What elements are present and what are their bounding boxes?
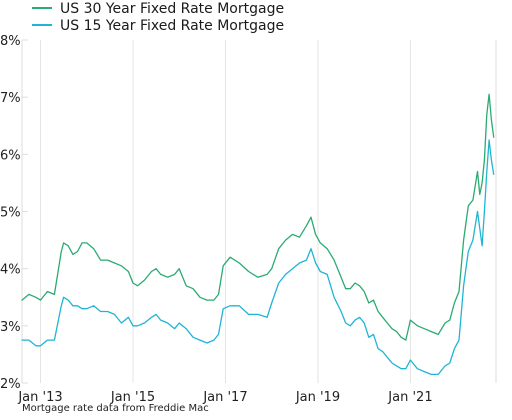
source-note: Mortgage rate data from Freddie Mac	[22, 403, 209, 414]
series-line-15-year	[21, 139, 495, 376]
y-tick-label: 8%	[0, 34, 21, 49]
x-axis: Jan '13 Jan '15 Jan '17 Jan '19 Jan '21	[17, 390, 432, 405]
y-tick-label: 3%	[0, 320, 21, 335]
y-tick-label: 6%	[0, 148, 21, 163]
y-tick-label: 2%	[0, 377, 21, 392]
x-tick-label: Jan '15	[110, 390, 155, 405]
grid-lines	[21, 40, 497, 383]
x-tick-label: Jan '21	[387, 390, 432, 405]
y-tick-label: 4%	[0, 263, 21, 278]
series-lines	[21, 93, 495, 376]
series-line-30-year	[21, 93, 495, 341]
legend-label-15-year: US 15 Year Fixed Rate Mortgage	[60, 18, 284, 34]
y-tick-label: 7%	[0, 91, 21, 106]
y-axis: 2% 3% 4% 5% 6% 7% 8%	[0, 34, 28, 392]
legend: US 30 Year Fixed Rate Mortgage US 15 Yea…	[32, 1, 284, 34]
x-tick-label: Jan '13	[17, 390, 62, 405]
x-tick-label: Jan '19	[295, 390, 340, 405]
y-tick-label: 5%	[0, 206, 21, 221]
legend-label-30-year: US 30 Year Fixed Rate Mortgage	[60, 1, 284, 17]
x-tick-label: Jan '17	[202, 390, 247, 405]
